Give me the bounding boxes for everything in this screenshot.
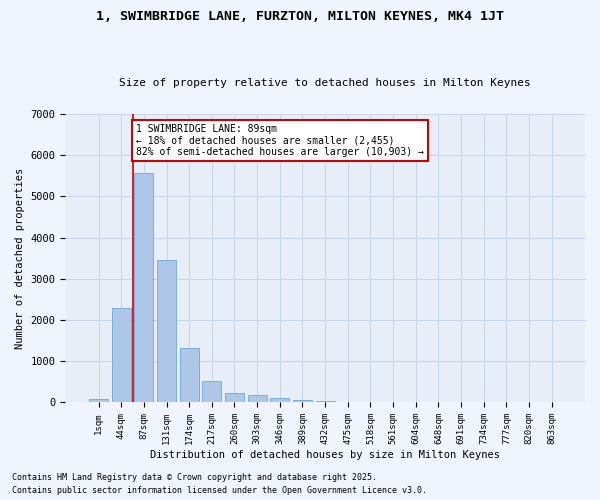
Bar <box>293 400 312 402</box>
Y-axis label: Number of detached properties: Number of detached properties <box>15 168 25 349</box>
Text: Contains HM Land Registry data © Crown copyright and database right 2025.
Contai: Contains HM Land Registry data © Crown c… <box>12 474 427 495</box>
Bar <box>89 399 108 402</box>
Bar <box>248 395 267 402</box>
X-axis label: Distribution of detached houses by size in Milton Keynes: Distribution of detached houses by size … <box>150 450 500 460</box>
Bar <box>202 380 221 402</box>
Bar <box>157 260 176 402</box>
Bar <box>179 348 199 403</box>
Text: 1, SWIMBRIDGE LANE, FURZTON, MILTON KEYNES, MK4 1JT: 1, SWIMBRIDGE LANE, FURZTON, MILTON KEYN… <box>96 10 504 23</box>
Bar <box>112 308 131 402</box>
Bar <box>316 401 335 402</box>
Text: 1 SWIMBRIDGE LANE: 89sqm
← 18% of detached houses are smaller (2,455)
82% of sem: 1 SWIMBRIDGE LANE: 89sqm ← 18% of detach… <box>136 124 424 158</box>
Bar <box>225 394 244 402</box>
Title: Size of property relative to detached houses in Milton Keynes: Size of property relative to detached ho… <box>119 78 531 88</box>
Bar <box>134 173 154 402</box>
Bar <box>270 398 289 402</box>
